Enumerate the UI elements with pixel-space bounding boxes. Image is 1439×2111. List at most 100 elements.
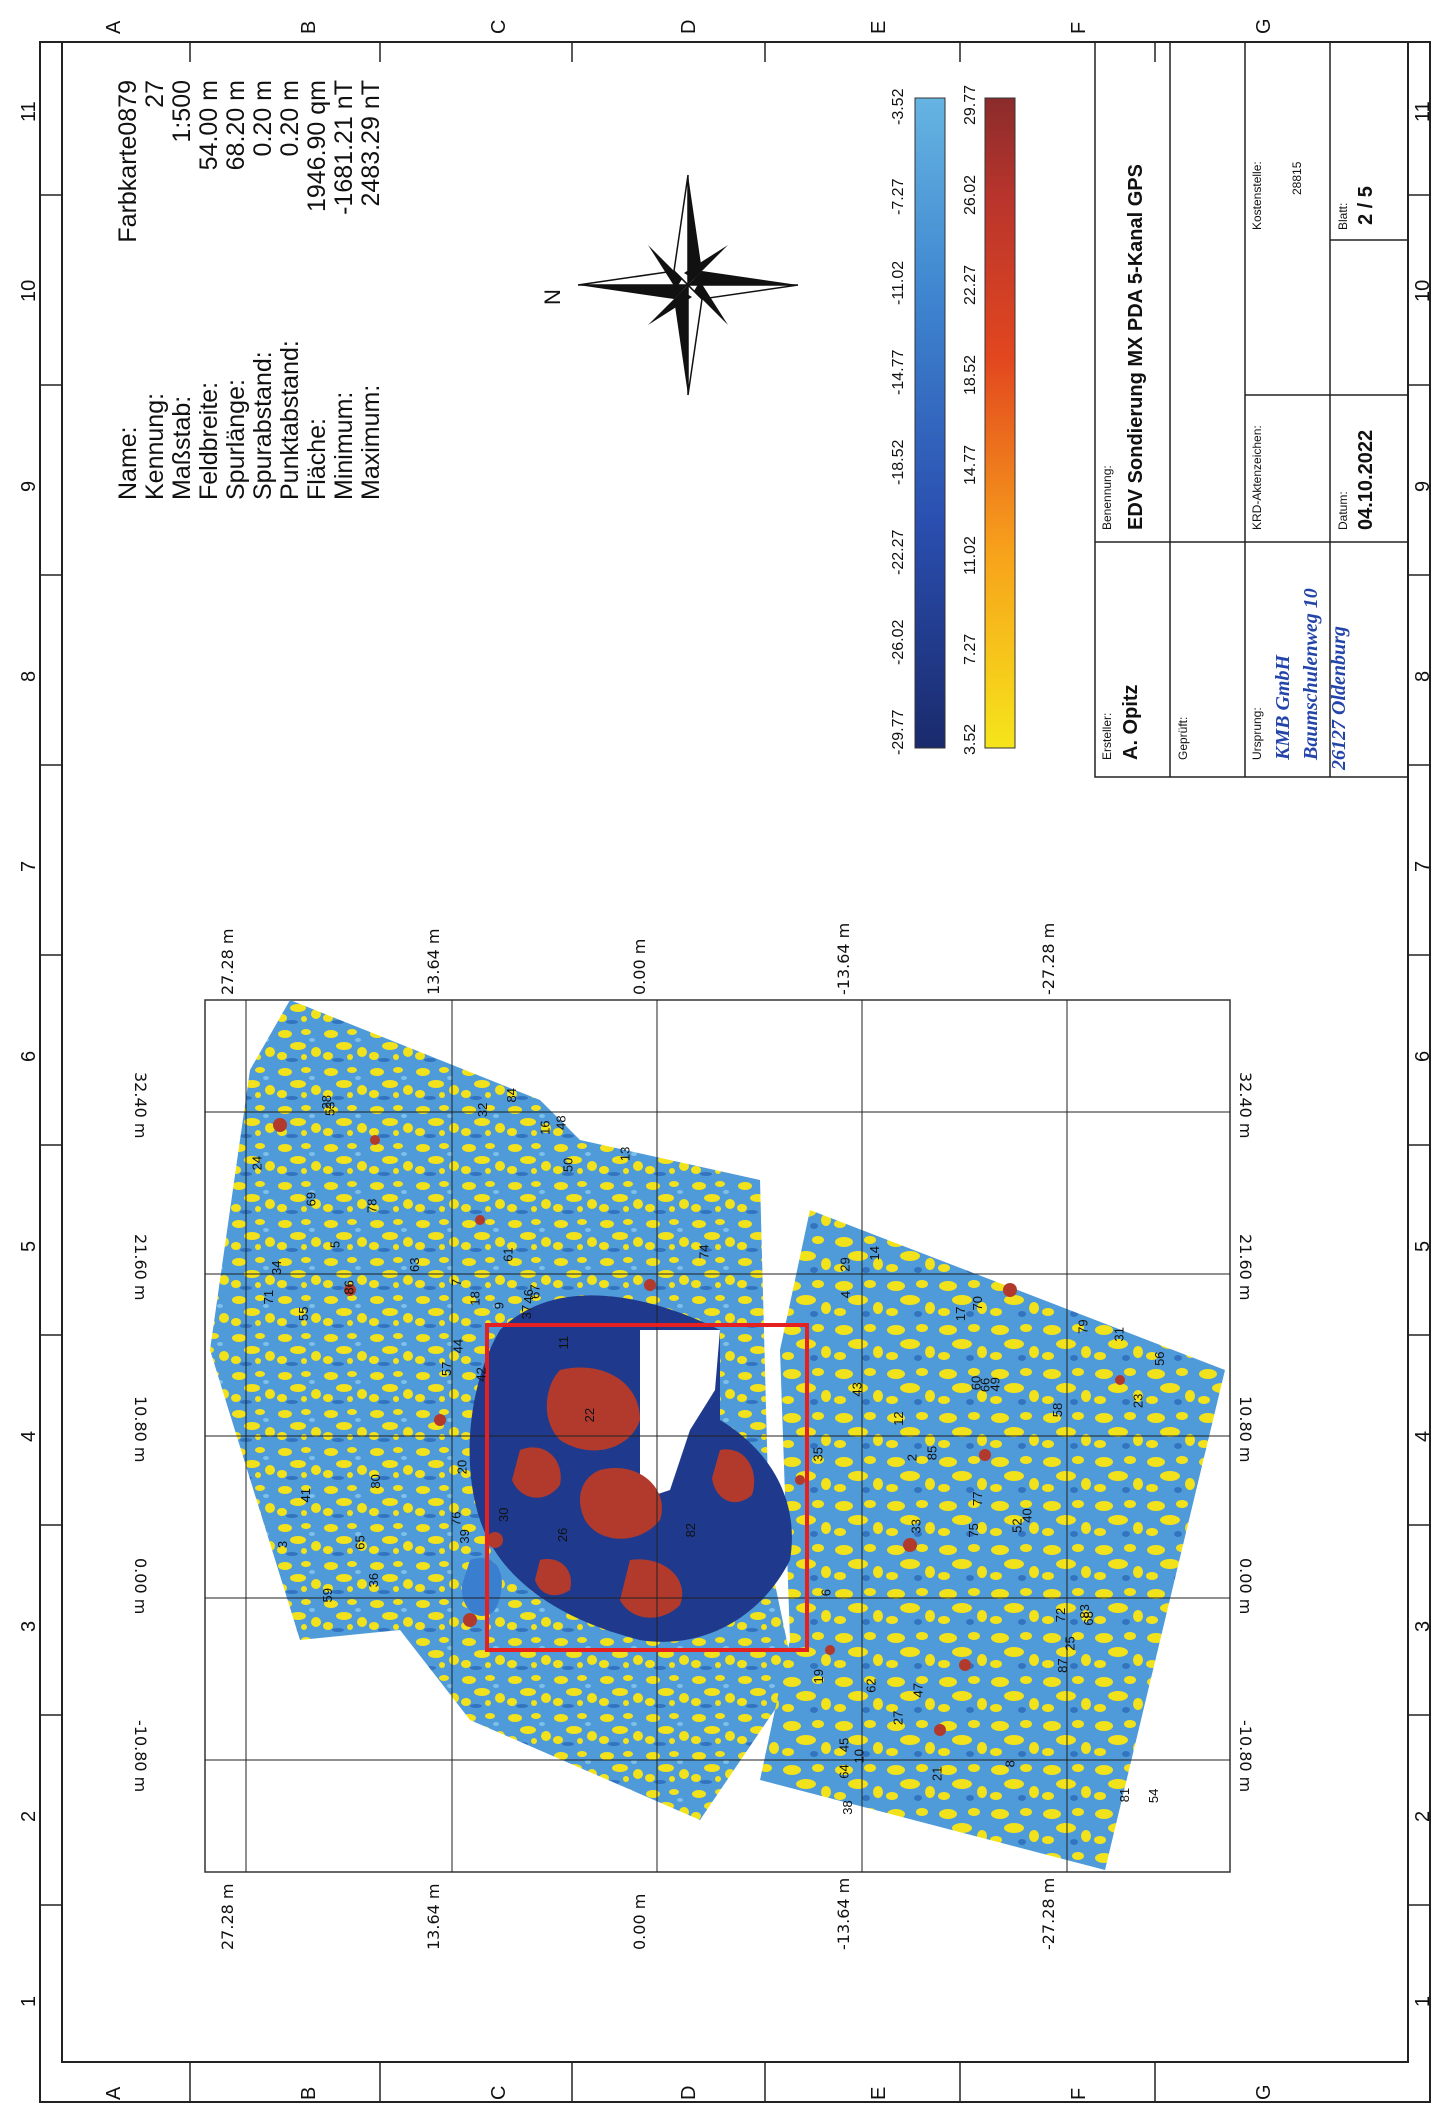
anomaly-number: 10: [851, 1749, 866, 1763]
anomaly-number: 25: [1063, 1636, 1078, 1650]
anomaly-number: 9: [492, 1302, 507, 1309]
anomaly-number: 87: [1055, 1658, 1070, 1672]
anomaly-number: 32: [475, 1103, 490, 1117]
anomaly-number: 76: [449, 1512, 464, 1526]
anomaly-number: 50: [561, 1158, 576, 1172]
anomaly-number: 27: [891, 1711, 906, 1725]
anomaly-number: 46: [521, 1289, 536, 1303]
anomaly-number: 82: [683, 1523, 698, 1537]
anomaly-number: 36: [366, 1573, 381, 1587]
anomaly-number: 22: [582, 1408, 597, 1422]
anomaly-number: 81: [1117, 1788, 1132, 1802]
anomaly-number: 18: [467, 1291, 482, 1305]
anomaly-number: 80: [368, 1474, 383, 1488]
krd-label: KRD-Aktenzeichen:: [1250, 425, 1264, 530]
geprueft-label: Geprüft:: [1176, 716, 1190, 760]
anomaly-number: 48: [554, 1115, 569, 1129]
anomaly-number: 21: [930, 1766, 945, 1780]
anomaly-number: 7: [449, 1279, 464, 1286]
anomaly-number: 75: [966, 1523, 981, 1537]
anomaly-number: 57: [439, 1362, 454, 1376]
anomaly-number: 47: [910, 1683, 925, 1697]
anomaly-number: 24: [250, 1156, 265, 1170]
anomaly-number: 85: [925, 1446, 940, 1460]
anomaly-number: 43: [850, 1382, 865, 1396]
anomaly-number: 40: [1019, 1508, 1034, 1522]
benennung-label: Benennung:: [1100, 465, 1114, 530]
anomaly-number: 54: [1146, 1789, 1161, 1803]
anomaly-number: 5: [327, 1241, 342, 1248]
anomaly-number: 68: [1081, 1611, 1096, 1625]
anomaly-number: 30: [496, 1508, 511, 1522]
anomaly-number: 58: [1050, 1403, 1065, 1417]
anomaly-number: 53: [323, 1102, 338, 1116]
blatt-value: 2 / 5: [1355, 186, 1377, 225]
red-scale-bar: [984, 97, 1016, 749]
anomaly-number: 20: [455, 1460, 470, 1474]
anomaly-number: 12: [891, 1411, 906, 1425]
anomaly-number: 6: [819, 1589, 834, 1596]
anomaly-number: 64: [837, 1764, 852, 1778]
kosten-value: 28815: [1290, 161, 1304, 195]
anomaly-number: 62: [863, 1678, 878, 1692]
anomaly-number: 86: [341, 1280, 356, 1294]
anomaly-number: 78: [365, 1199, 380, 1213]
anomaly-number: 45: [836, 1738, 851, 1752]
anomaly-number: 69: [303, 1192, 318, 1206]
datum-value: 04.10.2022: [1355, 429, 1377, 530]
anomaly-number: 63: [407, 1258, 422, 1272]
anomaly-number: 52: [1010, 1518, 1025, 1532]
anomaly-number: 67: [527, 1284, 542, 1298]
anomaly-number: 2: [904, 1454, 919, 1461]
anomaly-number: 77: [970, 1492, 985, 1506]
anomaly-number: 29: [837, 1257, 852, 1271]
firm-street: Baumschulenweg 10: [1300, 588, 1322, 760]
anomaly-number: 17: [953, 1307, 968, 1321]
anomaly-number: 28: [319, 1095, 334, 1109]
anomaly-number: 42: [473, 1367, 488, 1381]
anomaly-number: 65: [353, 1535, 368, 1549]
blatt-label: Blatt:: [1336, 202, 1350, 230]
anomaly-number: 55: [296, 1307, 311, 1321]
anomaly-number: 56: [1152, 1351, 1167, 1365]
anomaly-number: 34: [269, 1260, 284, 1274]
anomaly-number: 37: [519, 1305, 534, 1319]
anomaly-number: 74: [696, 1244, 711, 1258]
benennung-value: EDV Sondierung MX PDA 5-Kanal GPS: [1125, 164, 1147, 530]
anomaly-number: 31: [1112, 1327, 1127, 1341]
blue-scale-bar: [914, 97, 946, 749]
anomaly-number: 8: [1002, 1760, 1017, 1767]
anomaly-number: 39: [457, 1529, 472, 1543]
anomaly-number: 4: [838, 1291, 853, 1298]
anomaly-number: 61: [501, 1247, 516, 1261]
ersteller-value: A. Opitz: [1120, 684, 1142, 760]
anomaly-number: 44: [451, 1339, 466, 1353]
anomaly-number: 14: [867, 1246, 882, 1260]
anomaly-number: 71: [261, 1290, 276, 1304]
anomaly-number: 13: [617, 1147, 632, 1161]
anomaly-number: 35: [811, 1447, 826, 1461]
anomaly-number: 49: [987, 1377, 1002, 1391]
anomaly-number: 60: [968, 1376, 983, 1390]
ursprung-label: Ursprung:: [1250, 707, 1264, 760]
highlight-frame: [485, 1323, 809, 1652]
compass-rose: [577, 174, 799, 396]
anomaly-number: 59: [320, 1588, 335, 1602]
ersteller-label: Ersteller:: [1100, 712, 1114, 760]
anomaly-number: 84: [504, 1088, 519, 1102]
datum-label: Datum:: [1336, 491, 1350, 530]
anomaly-number: 16: [538, 1120, 553, 1134]
survey-area-south: [760, 1210, 1225, 1870]
anomaly-number: 33: [909, 1519, 924, 1533]
anomaly-number: 23: [1131, 1394, 1146, 1408]
anomaly-number: 70: [970, 1296, 985, 1310]
kosten-label: Kostenstelle:: [1250, 161, 1264, 230]
anomaly-number: 38: [840, 1800, 855, 1814]
anomaly-number: 41: [298, 1488, 313, 1502]
anomaly-number: 72: [1053, 1608, 1068, 1622]
anomaly-number: 26: [555, 1528, 570, 1542]
anomaly-number: 83: [1077, 1604, 1092, 1618]
